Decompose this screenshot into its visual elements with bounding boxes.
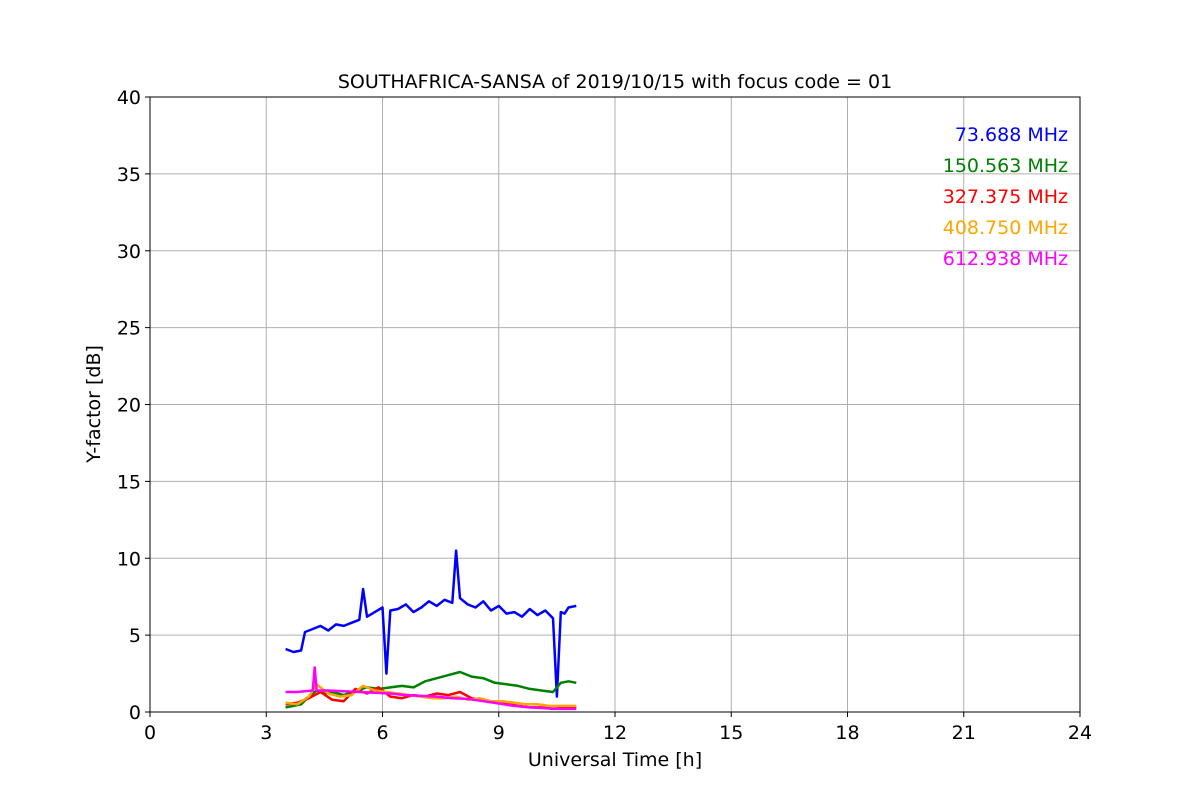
y-axis: 0 5 10 15 20 25 30 35 40 [117, 87, 150, 724]
x-axis: 0 3 6 9 12 15 18 21 24 [144, 712, 1092, 744]
y-tick-label: 30 [117, 241, 141, 263]
y-tick-label: 10 [117, 548, 141, 570]
y-tick-label: 20 [117, 395, 141, 417]
y-tick-label: 35 [117, 164, 141, 186]
x-tick-label: 21 [952, 722, 976, 744]
x-tick-label: 0 [144, 722, 156, 744]
series-layer [285, 549, 577, 711]
x-tick-label: 24 [1068, 722, 1092, 744]
legend-entry-408-750-mhz: 408.750 MHz [943, 217, 1068, 239]
legend: 73.688 MHz 150.563 MHz 327.375 MHz 408.750 … [943, 124, 1068, 270]
x-axis-label: Universal Time [h] [528, 749, 702, 771]
legend-entry-327-375-mhz: 327.375 MHz [943, 186, 1068, 208]
x-tick-label: 18 [835, 722, 859, 744]
y-tick-label: 15 [117, 471, 141, 493]
legend-entry-150-563-mhz: 150.563 MHz [943, 155, 1068, 177]
series-line-73-688-mhz [285, 549, 577, 698]
legend-entry-73-688-mhz: 73.688 MHz [955, 124, 1068, 146]
series-line-612-938-mhz [285, 666, 577, 711]
x-tick-label: 12 [603, 722, 627, 744]
y-tick-label: 5 [129, 625, 141, 647]
chart-title: SOUTHAFRICA-SANSA of 2019/10/15 with foc… [338, 71, 892, 93]
x-tick-label: 3 [260, 722, 272, 744]
y-tick-label: 25 [117, 318, 141, 340]
x-tick-label: 15 [719, 722, 743, 744]
x-tick-label: 6 [376, 722, 388, 744]
y-axis-label: Y-factor [dB] [83, 345, 105, 464]
legend-entry-612-938-mhz: 612.938 MHz [943, 248, 1068, 270]
x-tick-label: 9 [493, 722, 505, 744]
y-tick-label: 40 [117, 87, 141, 109]
y-tick-label: 0 [129, 702, 141, 724]
